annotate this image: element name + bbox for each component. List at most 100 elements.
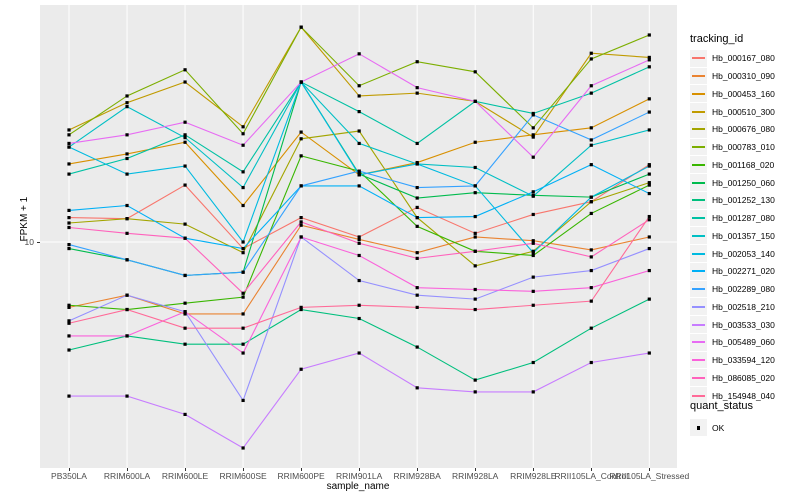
data-point bbox=[415, 251, 419, 255]
data-point bbox=[183, 136, 187, 140]
data-point bbox=[67, 128, 71, 132]
data-point bbox=[183, 312, 187, 316]
data-point bbox=[589, 326, 593, 330]
legend-item-label: Hb_001250_060 bbox=[712, 177, 775, 188]
legend-line-icon bbox=[692, 305, 705, 308]
data-point bbox=[415, 162, 419, 166]
x-tick-label: RRIM901LA bbox=[335, 471, 383, 481]
x-tick-mark bbox=[300, 468, 302, 471]
legend-key-box bbox=[690, 419, 707, 437]
data-point bbox=[647, 183, 651, 187]
legend-line-icon bbox=[692, 288, 705, 290]
legend-line-icon bbox=[692, 199, 705, 202]
data-point bbox=[473, 307, 477, 312]
data-point bbox=[531, 113, 535, 117]
data-point bbox=[531, 303, 535, 307]
legend-line-icon bbox=[692, 163, 705, 166]
data-point bbox=[473, 249, 477, 253]
data-point bbox=[67, 225, 71, 230]
legend-key-box bbox=[690, 387, 707, 404]
data-point bbox=[415, 224, 419, 228]
legend-title-quant-status: quant_status bbox=[690, 400, 753, 412]
legend-line-icon bbox=[692, 92, 705, 95]
data-point bbox=[647, 55, 651, 60]
legend-line-icon bbox=[692, 146, 705, 148]
data-point bbox=[241, 351, 245, 355]
data-point bbox=[183, 140, 187, 144]
legend-item-label: Hb_003533_030 bbox=[712, 319, 775, 330]
legend-item: Hb_005489_060 bbox=[690, 333, 775, 351]
data-point bbox=[473, 99, 477, 103]
x-tick-label: RRIM928BA bbox=[393, 471, 441, 481]
data-point bbox=[473, 231, 477, 235]
data-point bbox=[241, 446, 245, 450]
data-point bbox=[241, 125, 245, 129]
data-point bbox=[415, 293, 419, 297]
data-point bbox=[589, 268, 593, 273]
data-point bbox=[357, 84, 361, 88]
legend-item: Hb_002518_210 bbox=[690, 298, 775, 316]
data-point bbox=[67, 133, 71, 137]
data-point bbox=[589, 91, 593, 95]
data-point bbox=[125, 334, 129, 338]
data-point bbox=[67, 348, 71, 352]
data-point bbox=[415, 205, 419, 210]
data-point bbox=[531, 194, 535, 198]
data-point bbox=[357, 184, 361, 188]
data-point bbox=[647, 191, 651, 196]
data-point bbox=[241, 170, 245, 174]
data-point bbox=[531, 360, 535, 365]
data-point bbox=[183, 326, 187, 330]
legend-item: Hb_000453_160 bbox=[690, 85, 775, 103]
legend-item: Hb_033594_120 bbox=[690, 351, 775, 369]
data-point bbox=[473, 140, 477, 144]
data-point bbox=[125, 152, 129, 156]
legend-item-label: Hb_005489_060 bbox=[712, 337, 775, 348]
data-point bbox=[647, 218, 651, 222]
data-point bbox=[125, 101, 129, 105]
data-point bbox=[473, 297, 477, 301]
data-point bbox=[241, 246, 245, 251]
data-point bbox=[647, 110, 651, 114]
data-point bbox=[241, 270, 245, 274]
data-point bbox=[647, 235, 651, 239]
data-point bbox=[531, 239, 535, 243]
data-point bbox=[241, 312, 245, 316]
data-point bbox=[531, 275, 535, 279]
data-point bbox=[589, 138, 593, 142]
data-point bbox=[241, 185, 245, 190]
data-point bbox=[357, 52, 361, 56]
data-point bbox=[299, 184, 303, 188]
legend-key-box bbox=[690, 120, 707, 138]
legend-key-box bbox=[690, 333, 707, 351]
data-point bbox=[647, 33, 651, 37]
data-point bbox=[67, 141, 71, 146]
legend-line-icon bbox=[692, 359, 705, 361]
legend-key-box bbox=[690, 103, 707, 120]
data-point bbox=[589, 211, 593, 216]
data-point bbox=[299, 80, 303, 84]
legend-item: Hb_001250_060 bbox=[690, 174, 775, 192]
legend-item: Hb_002271_020 bbox=[690, 262, 775, 280]
data-point bbox=[589, 51, 593, 55]
data-point bbox=[67, 208, 71, 213]
data-point bbox=[241, 291, 245, 295]
data-point bbox=[183, 310, 187, 314]
legend-item: Hb_001168_020 bbox=[690, 156, 775, 174]
legend-item-label: Hb_001168_020 bbox=[712, 159, 775, 170]
data-point bbox=[299, 307, 303, 312]
legend-key-box bbox=[690, 262, 707, 280]
data-point bbox=[647, 97, 651, 101]
legend-item: Hb_000167_080 bbox=[690, 49, 775, 67]
data-point bbox=[241, 326, 245, 330]
legend-key-box bbox=[690, 351, 707, 369]
data-point bbox=[125, 94, 129, 98]
legend-item-label: Hb_000310_090 bbox=[712, 71, 775, 82]
data-point bbox=[241, 295, 245, 299]
data-point bbox=[589, 360, 593, 365]
x-tick-label: PB350LA bbox=[51, 471, 87, 481]
data-point bbox=[589, 84, 593, 88]
legend-item: Hb_001287_080 bbox=[690, 209, 775, 227]
data-point bbox=[415, 91, 419, 95]
data-point bbox=[67, 162, 71, 166]
